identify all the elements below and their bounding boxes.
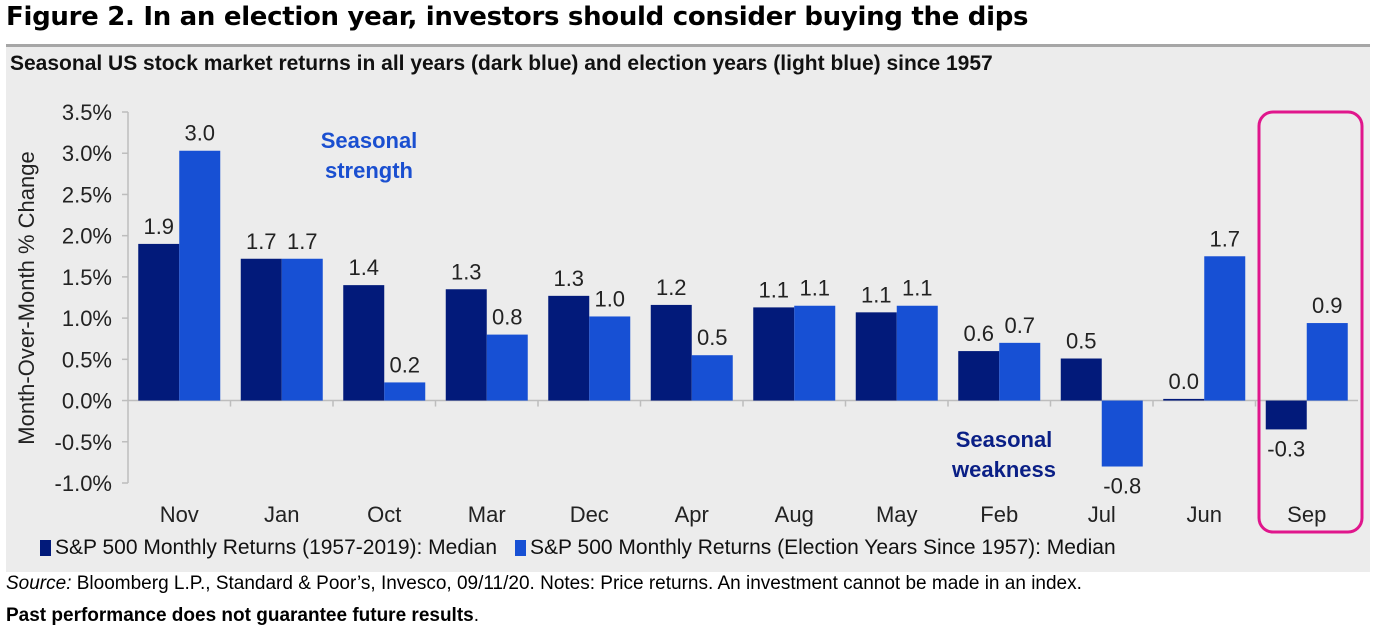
y-tick-label: 2.0% — [62, 224, 112, 249]
x-tick-label-aug: Aug — [775, 502, 814, 527]
disclaimer: Past performance does not guarantee futu… — [6, 605, 479, 627]
bar-all-years-nov — [138, 243, 180, 401]
x-tick-label-jul: Jul — [1088, 502, 1116, 527]
data-label-all-years-aug: 1.1 — [758, 277, 789, 302]
bars-layer — [138, 150, 1348, 467]
data-label-election-years-jul: -0.8 — [1103, 474, 1141, 499]
x-tick-label-may: May — [876, 502, 918, 527]
labels-layer: 1.9 1.7 1.4 1.3 1.3 1.2 1.1 1.1 0.6 0.5 0.0 -0.3 3.0… — [143, 121, 1342, 499]
data-label-all-years-nov: 1.9 — [143, 214, 174, 239]
data-label-all-years-oct: 1.4 — [348, 255, 379, 280]
bar-all-years-aug — [753, 307, 795, 401]
y-tick-label: -1.0% — [55, 471, 112, 496]
y-tick-label: 2.5% — [62, 182, 112, 207]
annotation-seasonal-weakness-line1: Seasonal — [956, 427, 1053, 452]
data-label-all-years-jul: 0.5 — [1066, 329, 1097, 354]
y-tick-label: 1.0% — [62, 306, 112, 331]
x-tick-label-sep: Sep — [1287, 502, 1326, 527]
legend-item-election-years: S&P 500 Monthly Returns (Election Years … — [515, 536, 1116, 560]
bar-election-years-jul — [1101, 400, 1143, 467]
bar-all-years-sep — [1265, 400, 1307, 430]
chart-legend: S&P 500 Monthly Returns (1957-2019): Med… — [40, 536, 1116, 560]
figure-title: Figure 2. In an election year, investors… — [6, 2, 1029, 32]
bar-all-years-feb — [958, 351, 1000, 401]
data-label-election-years-dec: 1.0 — [594, 286, 625, 311]
annotation-seasonal-strength-line1: Seasonal — [321, 128, 418, 153]
bar-election-years-oct — [384, 382, 426, 401]
legend-label-all-years: S&P 500 Monthly Returns (1957-2019): Med… — [55, 536, 498, 559]
data-label-all-years-sep: -0.3 — [1267, 436, 1305, 461]
sep-highlight-box — [1257, 110, 1364, 534]
y-axis-title: Month-Over-Month % Change — [14, 151, 39, 444]
data-label-election-years-oct: 0.2 — [389, 352, 420, 377]
source-label: Source: — [6, 573, 72, 594]
data-label-election-years-feb: 0.7 — [1004, 313, 1035, 338]
x-tick-label-oct: Oct — [367, 502, 401, 527]
bar-all-years-dec — [548, 295, 590, 401]
data-label-election-years-apr: 0.5 — [697, 325, 728, 350]
source-note: Source: Bloomberg L.P., Standard & Poor’… — [6, 573, 1082, 595]
data-label-all-years-apr: 1.2 — [656, 275, 687, 300]
annotation-seasonal-weakness-line2: weakness — [951, 457, 1056, 482]
bar-election-years-may — [896, 305, 938, 401]
y-tick-label: 1.5% — [62, 265, 112, 290]
bar-all-years-apr — [650, 304, 692, 401]
x-tick-label-apr: Apr — [675, 502, 709, 527]
y-tick-label: 0.5% — [62, 347, 112, 372]
bar-election-years-jan — [281, 258, 323, 401]
legend-item-all-years: S&P 500 Monthly Returns (1957-2019): Med… — [40, 536, 497, 560]
x-tick-label-nov: Nov — [160, 502, 199, 527]
chart-subtitle: Seasonal US stock market returns in all … — [10, 52, 993, 75]
bar-all-years-may — [855, 312, 897, 401]
bar-all-years-mar — [445, 289, 487, 401]
x-tick-label-feb: Feb — [980, 502, 1018, 527]
legend-swatch-election-years — [515, 540, 527, 556]
bar-election-years-jun — [1204, 256, 1246, 401]
annotation-seasonal-strength-line2: strength — [325, 158, 413, 183]
source-text: Bloomberg L.P., Standard & Poor’s, Inves… — [71, 573, 1082, 594]
x-tick-label-jan: Jan — [264, 502, 299, 527]
bar-election-years-sep — [1306, 323, 1348, 401]
legend-swatch-all-years — [40, 540, 51, 556]
bar-election-years-aug — [794, 305, 836, 401]
disclaimer-text: Past performance does not guarantee futu… — [6, 605, 474, 626]
x-tick-label-jun: Jun — [1187, 502, 1222, 527]
data-label-all-years-jun: 0.0 — [1168, 369, 1199, 394]
legend-label-election-years: S&P 500 Monthly Returns (Election Years … — [530, 536, 1116, 559]
data-label-election-years-aug: 1.1 — [799, 276, 830, 301]
bar-all-years-jan — [240, 258, 282, 401]
data-label-election-years-sep: 0.9 — [1312, 293, 1343, 318]
bar-election-years-mar — [486, 334, 528, 401]
bar-all-years-oct — [343, 285, 385, 401]
bar-all-years-jul — [1060, 358, 1102, 401]
disclaimer-period: . — [473, 605, 480, 626]
bar-election-years-feb — [999, 342, 1041, 401]
axis-layer: -1.0% -0.5% 0.0% 0.5% 1.0% 1.5% 2.0% 2.5% 3.0% 3.… — [55, 100, 1358, 527]
data-label-election-years-mar: 0.8 — [492, 305, 523, 330]
bar-all-years-jun — [1163, 398, 1205, 401]
y-tick-label: -0.5% — [55, 430, 112, 455]
y-tick-label: 0.0% — [62, 389, 112, 414]
data-label-all-years-jan: 1.7 — [246, 229, 277, 254]
data-label-all-years-feb: 0.6 — [963, 321, 994, 346]
data-label-election-years-jun: 1.7 — [1209, 226, 1240, 251]
data-label-all-years-dec: 1.3 — [553, 266, 584, 291]
bar-election-years-apr — [691, 355, 733, 401]
y-tick-label: 3.0% — [62, 141, 112, 166]
bar-election-years-dec — [589, 316, 631, 401]
data-label-all-years-mar: 1.3 — [451, 259, 482, 284]
data-label-election-years-may: 1.1 — [902, 276, 933, 301]
data-label-all-years-may: 1.1 — [861, 282, 892, 307]
bar-election-years-nov — [179, 150, 221, 401]
x-tick-label-dec: Dec — [570, 502, 609, 527]
x-tick-label-mar: Mar — [468, 502, 506, 527]
data-label-election-years-jan: 1.7 — [287, 229, 318, 254]
y-tick-label: 3.5% — [62, 100, 112, 125]
data-label-election-years-nov: 3.0 — [184, 121, 215, 146]
